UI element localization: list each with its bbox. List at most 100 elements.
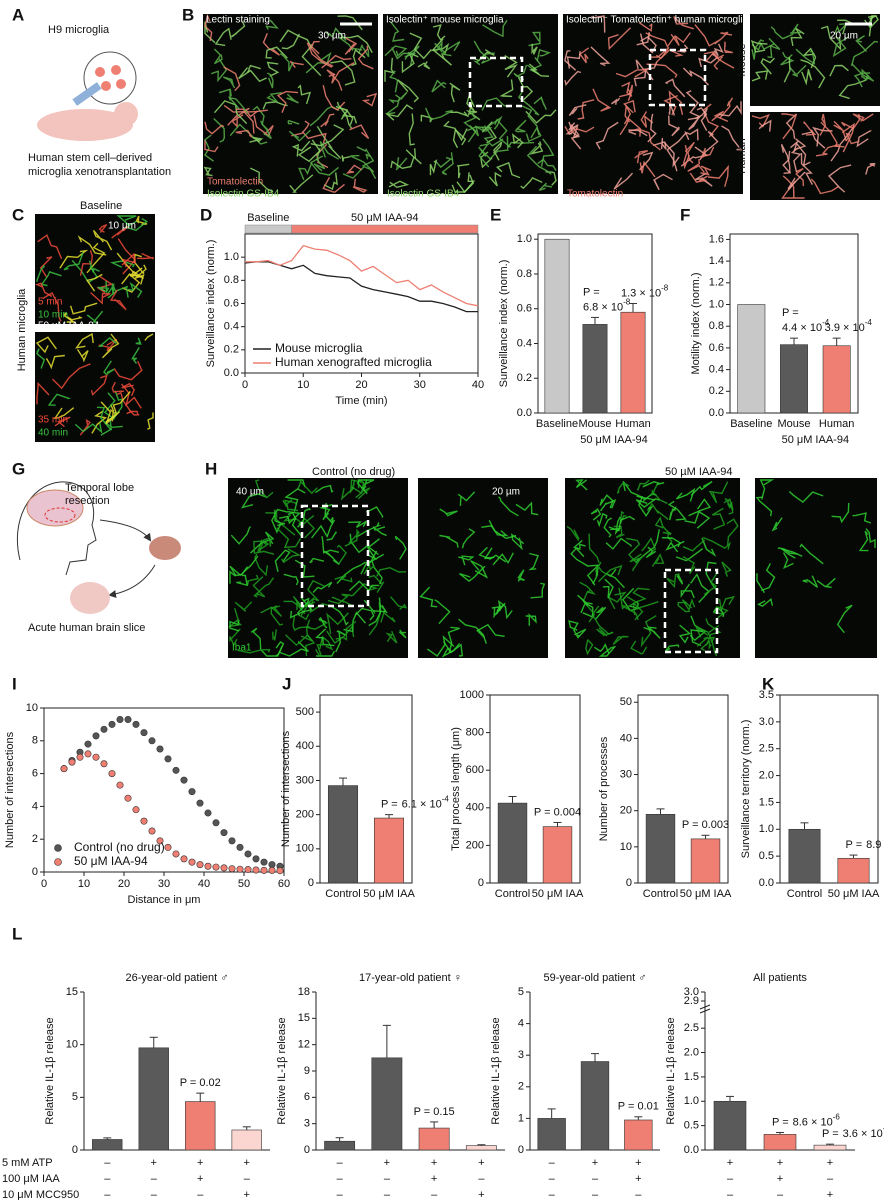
p-base: 3.9 × 10 <box>825 322 865 334</box>
micrograph-texture <box>525 613 537 626</box>
treatment-sign: + <box>727 1157 733 1169</box>
micrograph-texture <box>801 68 813 86</box>
micrograph-texture <box>97 336 117 348</box>
micrograph-texture <box>836 604 853 634</box>
micrograph-texture <box>357 45 374 70</box>
treatment-sign: + <box>151 1157 157 1169</box>
treatment-sign: – <box>827 1173 834 1185</box>
micrograph-texture <box>330 60 356 86</box>
micrograph-texture <box>788 490 824 504</box>
y-tick-label: 10 <box>620 841 632 853</box>
micrograph-texture <box>131 347 140 365</box>
micrograph-texture <box>107 285 129 299</box>
micrograph-texture <box>755 496 773 517</box>
scale-label: 30 µm <box>318 31 346 42</box>
y-tick-label: 6 <box>304 1091 310 1103</box>
x-tick-label: 10 <box>78 878 90 890</box>
step-label: resection <box>65 495 110 507</box>
plot-frame <box>319 694 413 884</box>
p-prefix: P = <box>772 1116 789 1128</box>
micrograph-texture <box>331 62 355 84</box>
micrograph-texture <box>90 292 112 305</box>
micrograph-texture <box>816 577 836 589</box>
p-value: 3.9 × 10-4 <box>825 318 873 334</box>
data-point <box>116 781 124 789</box>
micrograph-texture <box>819 113 827 136</box>
data-point <box>108 770 116 778</box>
y-tick-label: 1.0 <box>759 823 774 835</box>
micrograph-texture <box>336 561 366 584</box>
micrograph-texture <box>540 138 555 167</box>
bar <box>690 838 721 884</box>
micrograph-texture <box>867 14 877 25</box>
panel-letter: E <box>490 205 501 224</box>
micrograph-texture <box>309 557 325 564</box>
micrograph-texture <box>128 410 140 416</box>
micrograph-texture <box>582 590 596 623</box>
micrograph-texture <box>640 111 654 128</box>
micrograph-texture <box>253 577 275 598</box>
micrograph-texture <box>651 483 668 505</box>
y-tick-label: 0.8 <box>709 320 724 332</box>
treatment-sign: – <box>431 1189 438 1200</box>
step-label: Temporal lobe <box>65 482 134 494</box>
micrograph-texture <box>315 628 335 647</box>
data-point <box>164 843 172 851</box>
image-label: 50 µM IAA-94 <box>665 466 732 478</box>
micrograph-texture <box>517 90 540 116</box>
micrograph-texture <box>349 124 370 140</box>
p-base: 6.8 × 10 <box>583 301 623 313</box>
micrograph-texture <box>626 537 641 564</box>
micrograph-texture <box>608 515 636 532</box>
y-tick-label: 1.0 <box>709 298 724 310</box>
bar <box>620 311 646 414</box>
micrograph-texture <box>782 552 794 570</box>
micrograph-texture <box>615 69 650 78</box>
micrograph-texture <box>432 48 452 66</box>
micrograph-texture <box>204 121 225 135</box>
micrograph-texture <box>777 547 798 555</box>
micrograph-texture <box>588 533 600 563</box>
micrograph-texture <box>633 68 654 87</box>
micrograph-texture <box>685 90 700 118</box>
micrograph-texture <box>545 171 557 186</box>
micrograph-texture <box>726 501 734 515</box>
treatment-sign: + <box>244 1189 250 1200</box>
data-point <box>172 766 180 774</box>
bar <box>371 1057 403 1151</box>
micrograph-texture <box>623 99 636 114</box>
head-outline <box>16 481 97 576</box>
micrograph-texture <box>654 516 672 536</box>
micrograph-texture <box>301 131 327 144</box>
y-tick-label: 800 <box>466 727 484 739</box>
p-prefix: P = <box>846 839 863 851</box>
micrograph-texture <box>249 167 274 193</box>
micrograph-texture <box>214 27 232 47</box>
micrograph-texture <box>592 88 612 112</box>
micrograph-texture <box>668 90 684 115</box>
micrograph-texture <box>690 480 713 496</box>
data-point <box>140 729 148 737</box>
micrograph-texture <box>109 289 127 311</box>
micrograph-texture <box>833 22 849 35</box>
data-point <box>68 758 76 766</box>
micrograph-texture <box>318 616 328 629</box>
time-label: 10 min <box>38 310 68 321</box>
micrograph-texture <box>613 172 634 190</box>
micrograph-texture <box>313 147 326 172</box>
micrograph-texture <box>629 553 643 572</box>
micrograph-texture <box>236 574 249 587</box>
micrograph-texture <box>135 337 142 345</box>
phase-label: 50 μM IAA-94 <box>351 212 418 224</box>
micrograph-texture <box>637 479 650 491</box>
y-axis-label: Number of intersections <box>4 731 16 848</box>
y-tick-label: 2.0 <box>759 769 774 781</box>
micrograph-texture <box>409 32 432 60</box>
micrograph-texture <box>96 406 112 436</box>
micrograph-texture <box>86 310 104 323</box>
roi-box <box>648 48 707 107</box>
micrograph-texture <box>278 640 309 657</box>
micrograph-texture <box>265 46 288 59</box>
cell <box>116 79 126 89</box>
group-label: 50 μM IAA-94 <box>782 434 849 446</box>
